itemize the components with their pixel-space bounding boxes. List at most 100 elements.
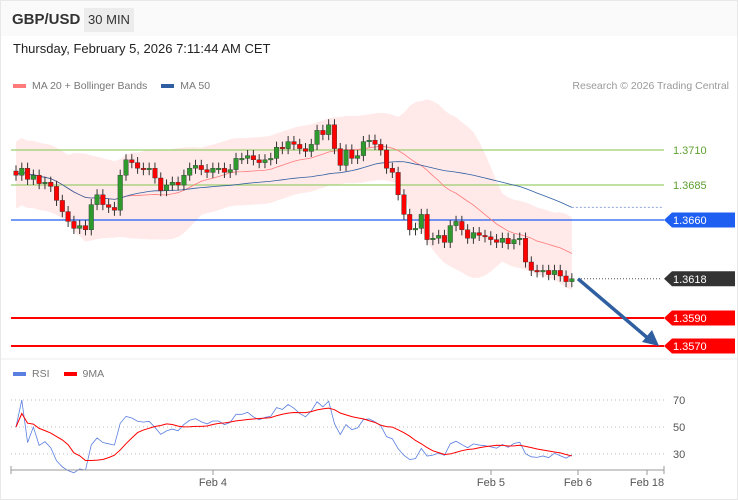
candle-body (210, 167, 216, 173)
candle-body (100, 194, 106, 205)
candle-body (494, 239, 500, 243)
candle (59, 194, 65, 218)
candle (30, 169, 36, 185)
candle (482, 229, 488, 243)
candle-body (395, 172, 401, 195)
ma50-line (15, 161, 573, 208)
candle (303, 143, 309, 157)
candle (447, 220, 453, 248)
candle (563, 270, 569, 288)
candle-body (505, 237, 511, 244)
candle (13, 165, 19, 181)
candle-body (476, 232, 482, 236)
candle-body (233, 158, 239, 170)
candle-body (528, 261, 534, 271)
candle-body (540, 270, 546, 273)
candle (187, 162, 193, 181)
rsi-level-label: 70 (673, 395, 685, 407)
candle (436, 229, 442, 244)
candle (250, 150, 256, 166)
rsi-line (15, 399, 573, 474)
candle-body (198, 165, 204, 170)
candle-body (82, 225, 88, 231)
x-tick-label: Feb 5 (477, 477, 505, 489)
candle-body (239, 158, 245, 161)
candle-body (418, 214, 424, 229)
candle-body (372, 139, 378, 145)
candle (268, 152, 274, 166)
candle-body (326, 124, 332, 135)
candle-body (245, 155, 251, 159)
candle (337, 143, 343, 171)
candle (106, 199, 112, 213)
candle (291, 136, 297, 150)
candle (517, 232, 523, 246)
level-label-1.3660: 1.3660 (673, 215, 707, 227)
candle (366, 134, 372, 148)
candle (135, 157, 141, 174)
candle-body (453, 221, 459, 226)
candle-body (517, 237, 523, 240)
candle (343, 144, 349, 171)
candle-body (59, 200, 65, 212)
candle-body (470, 232, 476, 239)
candle-body (123, 159, 129, 176)
candle-body (117, 174, 123, 211)
candle-body (355, 155, 361, 159)
candle-body (146, 167, 152, 170)
candle-body (551, 270, 557, 275)
candle (239, 152, 245, 164)
candle-body (413, 228, 419, 231)
candle-body (30, 174, 36, 180)
candle (77, 220, 83, 234)
candle (511, 234, 517, 250)
candle (169, 176, 175, 191)
candle-body (389, 167, 395, 173)
candle-body (42, 181, 48, 184)
candle-body (94, 194, 100, 205)
candle (384, 144, 390, 174)
candle-body (343, 149, 349, 166)
candle (175, 176, 181, 191)
candle-body (436, 235, 442, 239)
ma20-label: MA 20 + Bollinger Bands (32, 80, 148, 92)
candle (401, 189, 407, 220)
candle (164, 179, 170, 197)
candle (198, 159, 204, 176)
candle-body (459, 221, 465, 230)
candle (569, 273, 575, 288)
candle (453, 215, 459, 232)
candle-body (360, 141, 366, 156)
candle-body (378, 144, 384, 151)
ma50-swatch (161, 84, 175, 88)
candle (407, 208, 413, 236)
candle (88, 199, 94, 236)
candle (19, 162, 25, 181)
candle (245, 150, 251, 164)
candle (233, 152, 239, 176)
candle (378, 138, 384, 156)
candle (470, 227, 476, 244)
level-tag-1.3570 (664, 338, 735, 354)
level-tag-1.3660 (664, 212, 735, 228)
candle-body (71, 221, 77, 229)
candle (355, 150, 361, 164)
candle (551, 264, 557, 281)
candle (395, 166, 401, 201)
candle-body (279, 146, 285, 149)
candle (111, 201, 117, 216)
candle (297, 138, 303, 155)
candle (413, 222, 419, 236)
rsi-legend: RSI 9MA (13, 368, 104, 380)
candle-body (152, 167, 158, 179)
candle (279, 141, 285, 155)
level-tag-1.3590 (664, 310, 735, 326)
forecast-arrow-shaft (576, 277, 652, 342)
main-legend: MA 20 + Bollinger Bands MA 50 (13, 80, 210, 92)
candle-body (77, 225, 83, 229)
candle-body (569, 278, 575, 282)
candle (100, 189, 106, 211)
timeframe-button[interactable]: 30 MIN (84, 8, 134, 32)
rsi-label: RSI (32, 368, 50, 380)
